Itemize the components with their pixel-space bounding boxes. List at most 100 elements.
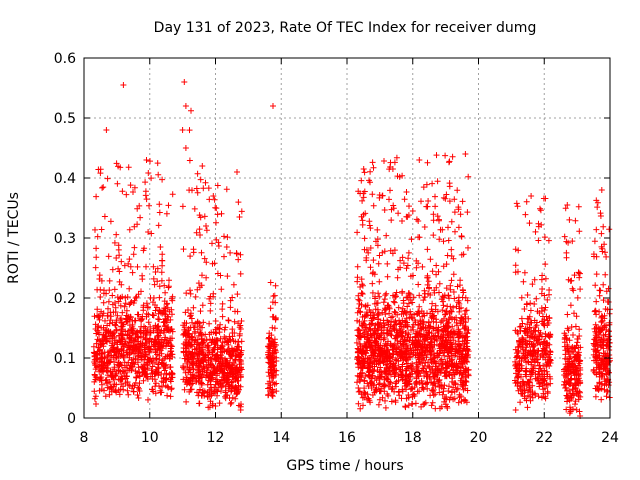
data-point <box>427 256 434 263</box>
data-point <box>600 350 607 357</box>
data-point <box>211 384 218 391</box>
data-point <box>367 326 374 333</box>
data-point <box>182 103 189 109</box>
data-point <box>604 341 611 348</box>
data-point <box>180 322 187 329</box>
data-point <box>139 276 146 283</box>
data-point <box>598 319 605 326</box>
data-point <box>146 202 152 209</box>
data-point <box>217 354 224 361</box>
data-point <box>152 370 159 377</box>
data-point <box>362 343 369 350</box>
data-point <box>592 393 599 400</box>
data-point <box>151 281 158 288</box>
data-point <box>419 380 426 387</box>
data-point <box>235 199 242 206</box>
data-point <box>526 220 533 227</box>
data-point <box>125 164 132 171</box>
data-point <box>564 371 571 378</box>
data-point <box>191 324 198 331</box>
data-point <box>133 329 140 336</box>
data-point <box>113 160 120 167</box>
data-point <box>156 201 163 208</box>
data-point <box>267 279 274 286</box>
data-point <box>518 355 525 362</box>
data-point <box>542 195 549 202</box>
data-point <box>375 401 382 408</box>
data-point <box>459 361 466 368</box>
data-point <box>370 164 377 171</box>
data-point <box>448 341 455 348</box>
data-point <box>125 260 132 267</box>
data-point <box>415 309 422 316</box>
data-point <box>231 318 238 325</box>
x-tick-label: 14 <box>272 430 290 446</box>
data-point <box>567 404 573 411</box>
data-point <box>198 332 205 339</box>
data-point <box>567 368 574 375</box>
data-point <box>459 286 466 293</box>
data-point <box>106 359 113 366</box>
data-point <box>535 237 542 244</box>
data-point <box>375 346 382 353</box>
data-point <box>182 309 189 316</box>
data-point <box>526 334 533 341</box>
data-point <box>452 340 459 347</box>
data-point <box>361 169 368 176</box>
data-point <box>571 272 578 279</box>
data-point <box>539 371 546 378</box>
data-point <box>421 342 428 349</box>
data-point <box>394 351 401 358</box>
data-point <box>461 324 468 331</box>
data-point <box>601 324 608 331</box>
data-point <box>196 284 203 291</box>
data-point <box>405 255 412 262</box>
data-point <box>93 364 100 371</box>
data-point <box>512 262 519 269</box>
data-point <box>145 229 152 235</box>
data-point <box>380 336 387 343</box>
data-point <box>433 319 440 326</box>
data-point <box>221 326 228 333</box>
data-point <box>563 379 569 386</box>
data-point <box>519 384 525 391</box>
data-point <box>163 376 170 382</box>
data-point <box>180 246 187 253</box>
data-point <box>427 339 434 346</box>
data-point <box>562 355 569 362</box>
data-point <box>100 184 107 191</box>
data-point <box>592 321 599 328</box>
data-point <box>111 239 118 246</box>
data-point <box>375 316 382 322</box>
data-point <box>106 378 113 385</box>
data-point <box>155 171 162 178</box>
data-point <box>392 294 399 301</box>
data-point <box>409 208 416 214</box>
data-point <box>131 244 138 251</box>
data-point <box>528 193 535 199</box>
data-point <box>420 310 427 317</box>
data-point <box>561 336 568 343</box>
data-point <box>376 192 383 198</box>
data-point <box>224 273 231 280</box>
data-point <box>372 306 379 313</box>
data-point <box>435 379 442 386</box>
data-point <box>91 371 98 378</box>
data-point <box>592 385 599 392</box>
data-point <box>98 354 105 361</box>
data-point <box>601 315 608 322</box>
data-point <box>109 292 116 299</box>
data-point <box>415 368 422 375</box>
data-point <box>457 211 464 218</box>
data-point <box>209 349 216 356</box>
data-point <box>155 323 162 330</box>
data-point <box>113 327 120 334</box>
data-point <box>123 191 130 198</box>
data-point <box>458 355 465 362</box>
data-point <box>514 379 520 386</box>
chart-title: Day 131 of 2023, Rate Of TEC Index for r… <box>154 20 537 36</box>
data-point <box>404 379 411 386</box>
data-point <box>353 339 360 346</box>
data-point <box>183 398 190 405</box>
data-point <box>597 210 604 217</box>
